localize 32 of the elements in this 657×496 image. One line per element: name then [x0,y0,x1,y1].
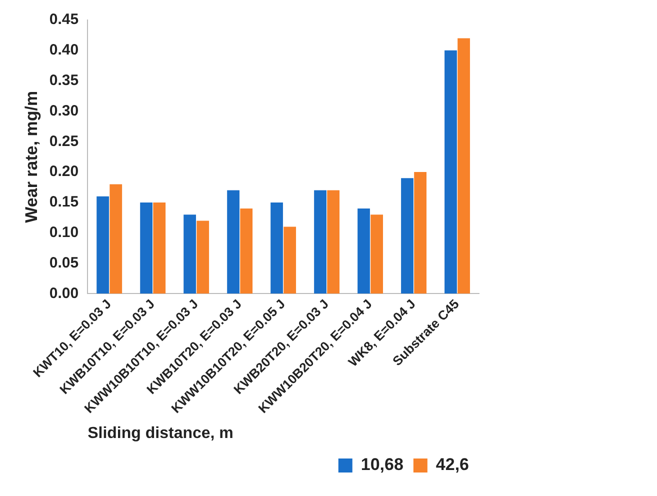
y-tick-label: 0.40 [49,42,79,59]
bar [458,38,470,294]
y-tick-label: 0.25 [49,132,79,150]
bar [227,190,240,294]
bar [327,190,340,294]
y-tick-label: 0.05 [49,254,79,272]
bar [270,202,283,294]
x-axis-title: Sliding distance, m [88,424,234,442]
bar [240,208,253,294]
bar [140,202,153,294]
bar [284,226,296,294]
bar [358,208,370,294]
bar [184,214,196,294]
y-tick-label: 0.30 [49,102,79,120]
y-tick-label: 0.35 [49,72,79,89]
bar [196,220,210,294]
y-tick-label: 0.20 [49,163,79,180]
y-axis-title: Wear rate, mg/m [22,90,41,223]
bar [401,178,414,294]
bar [370,214,383,294]
bar [444,50,457,294]
y-tick-label: 0.00 [49,284,79,302]
y-tick-label: 0.10 [49,224,79,242]
bar [414,172,426,294]
bar [110,184,122,294]
bar [96,196,110,294]
legend-label: 10,68 [360,455,404,474]
y-tick-label: 0.15 [49,194,79,211]
y-tick-label: 0.45 [49,11,79,28]
bar [153,202,166,294]
legend-label: 42,6 [436,455,470,474]
bar [314,190,326,294]
